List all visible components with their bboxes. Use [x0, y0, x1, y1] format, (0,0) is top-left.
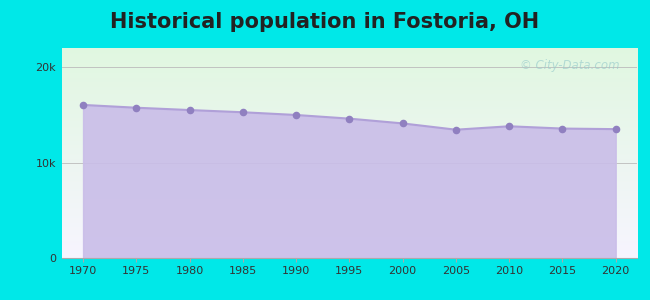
Text: Historical population in Fostoria, OH: Historical population in Fostoria, OH [111, 12, 540, 32]
Point [557, 126, 567, 131]
Point [397, 121, 408, 126]
Point [504, 124, 514, 129]
Point [450, 127, 461, 132]
Point [344, 116, 355, 121]
Point [185, 108, 195, 112]
Text: © City-Data.com: © City-Data.com [520, 58, 619, 71]
Point [238, 110, 248, 115]
Point [131, 105, 142, 110]
Point [291, 112, 302, 117]
Point [610, 127, 621, 131]
Point [78, 103, 88, 107]
